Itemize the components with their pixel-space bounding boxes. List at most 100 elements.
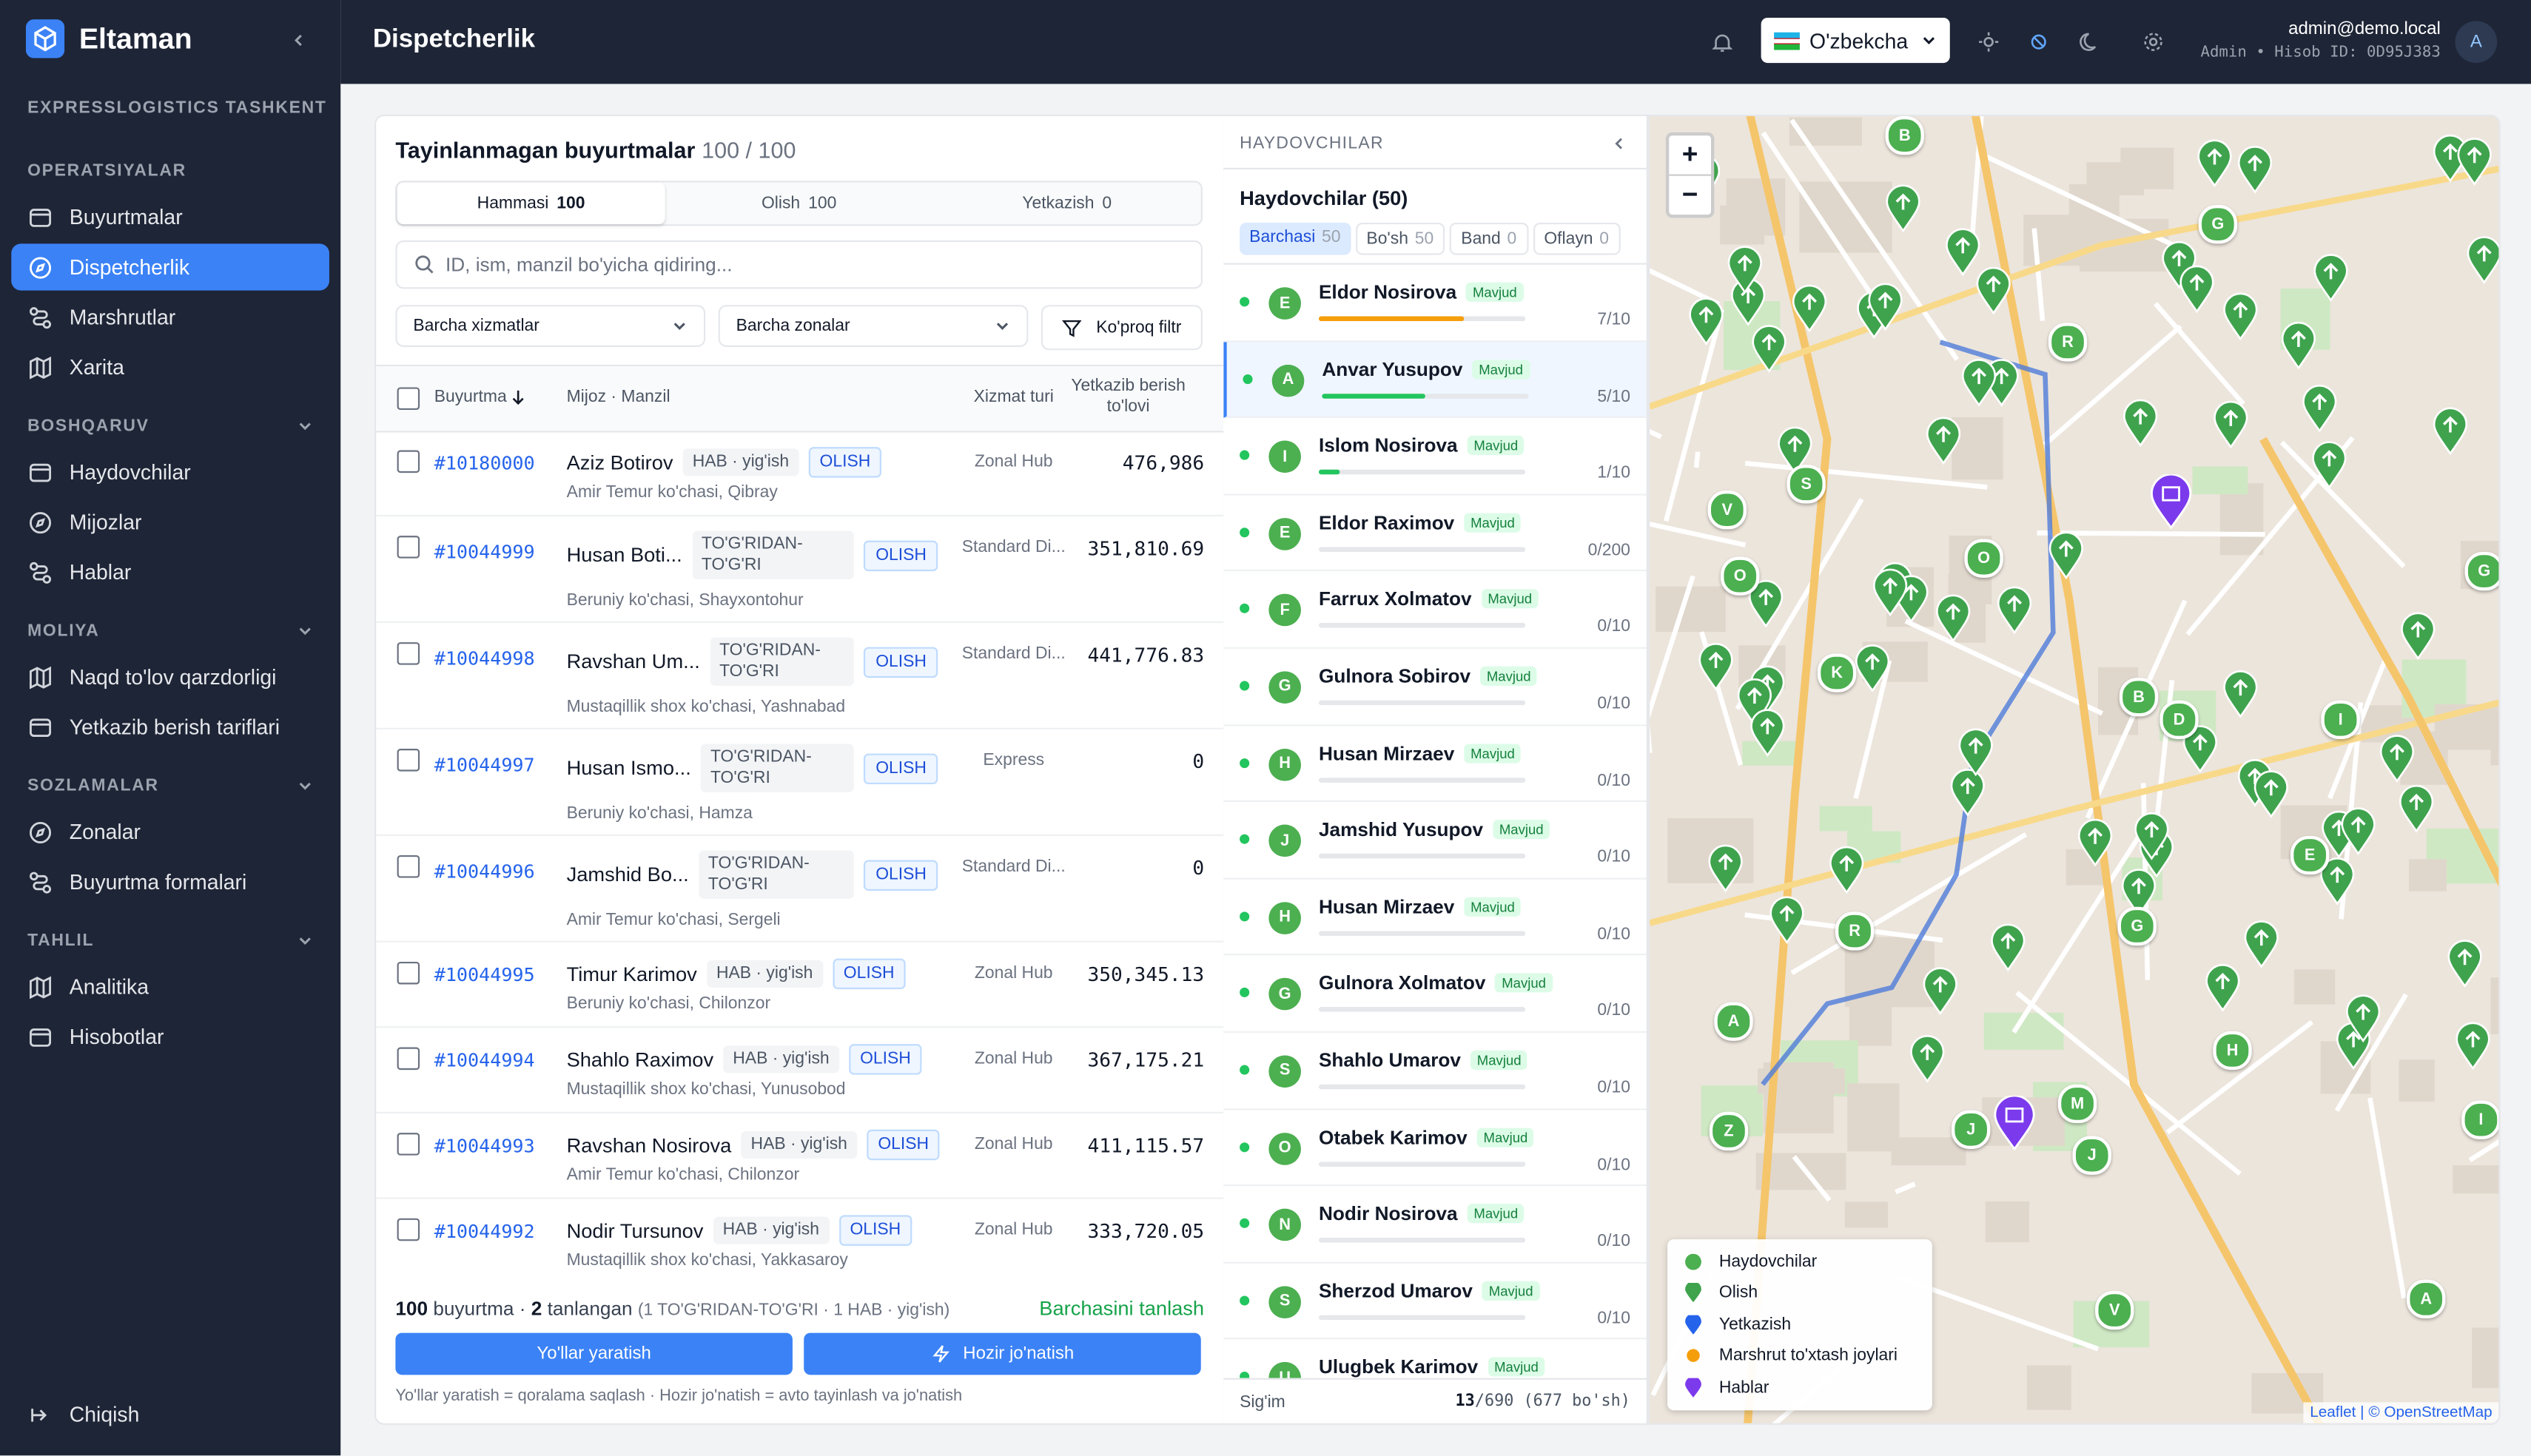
driver-marker[interactable]: K — [1817, 653, 1857, 692]
order-id[interactable]: #10044999 — [434, 540, 535, 564]
order-id[interactable]: #10044994 — [434, 1048, 535, 1072]
order-id[interactable]: #10044997 — [434, 753, 535, 777]
driver-marker[interactable]: A — [2407, 1279, 2446, 1318]
driver-marker[interactable]: I — [2321, 700, 2360, 739]
driver-marker[interactable]: R — [1835, 911, 1875, 951]
order-row[interactable]: #10044998 Ravshan Um... TO'G'RIDAN-TO'G'RI… — [376, 623, 1224, 729]
nav-item[interactable]: Zonalar — [11, 809, 329, 855]
driver-row[interactable]: E Eldor Raximov Mavjud 0/200 — [1223, 495, 1647, 572]
driver-marker[interactable]: B — [1885, 116, 1924, 155]
avatar[interactable]: A — [2455, 21, 2498, 64]
driver-filter[interactable]: Oflayn 0 — [1533, 222, 1621, 255]
tab[interactable]: Hammasi 100 — [397, 182, 665, 225]
action-button[interactable]: Hozir jo'natish — [804, 1332, 1201, 1375]
order-id[interactable]: #10044993 — [434, 1134, 535, 1157]
nav-item[interactable]: Mijozlar — [11, 499, 329, 545]
driver-row[interactable]: H Husan Mirzaev Mavjud 0/10 — [1223, 879, 1647, 956]
driver-marker[interactable]: V — [1707, 491, 1747, 530]
driver-marker[interactable]: G — [2117, 906, 2157, 946]
more-filters[interactable]: Ko'proq filtr — [1041, 305, 1203, 351]
checkbox[interactable] — [397, 1133, 420, 1156]
checkbox[interactable] — [397, 855, 420, 878]
order-row[interactable]: #10044993 Ravshan Nosirova HAB · yig'ish OL… — [376, 1113, 1224, 1199]
toolbar-icon[interactable] — [2079, 30, 2102, 53]
driver-row[interactable]: J Jamshid Yusupov Mavjud 0/10 — [1223, 802, 1647, 880]
nav-item[interactable]: Xarita — [11, 344, 329, 391]
driver-marker[interactable]: O — [1721, 556, 1760, 596]
nav-item[interactable]: Yetkazib berish tariflari — [11, 704, 329, 750]
driver-marker[interactable]: B — [2119, 678, 2159, 717]
order-id[interactable]: #10044998 — [434, 647, 535, 670]
checkbox[interactable] — [397, 536, 420, 559]
driver-marker[interactable]: O — [1964, 539, 2003, 578]
nav-item[interactable]: Naqd to'lov qarzdorligi — [11, 653, 329, 700]
language-select[interactable]: O'zbekcha — [1761, 17, 1950, 64]
checkbox[interactable] — [397, 387, 420, 411]
zoom-in[interactable]: + — [1669, 135, 1711, 176]
driver-row[interactable]: F Farrux Xolmatov Mavjud 0/10 — [1223, 572, 1647, 649]
toolbar-icon[interactable] — [1977, 30, 2000, 53]
action-button[interactable]: Yo'llar yaratish — [395, 1332, 793, 1375]
order-row[interactable]: #10044995 Timur Karimov HAB · yig'ish OLISH… — [376, 943, 1224, 1028]
select-all[interactable]: Barchasini tanlash — [1039, 1297, 1205, 1321]
driver-marker[interactable]: J — [2072, 1136, 2111, 1175]
driver-row[interactable]: H Husan Mirzaev Mavjud 0/10 — [1223, 726, 1647, 803]
nav-item[interactable]: Dispetcherlik — [11, 243, 329, 291]
order-id[interactable]: #10044995 — [434, 963, 535, 986]
driver-marker[interactable]: R — [2048, 323, 2088, 362]
nav-item[interactable]: Buyurtmalar — [11, 194, 329, 240]
driver-marker[interactable]: H — [2213, 1031, 2252, 1071]
tab[interactable]: Yetkazish 0 — [933, 182, 1201, 224]
checkbox[interactable] — [397, 1047, 420, 1071]
checkbox[interactable] — [397, 642, 420, 665]
order-row[interactable]: #10044996 Jamshid Bo... TO'G'RIDAN-TO'G'RI… — [376, 836, 1224, 943]
checkbox[interactable] — [397, 749, 420, 772]
nav-item[interactable]: Hablar — [11, 549, 329, 596]
driver-marker[interactable]: G — [2464, 551, 2499, 591]
driver-row[interactable]: G Gulnora Sobirov Mavjud 0/10 — [1223, 649, 1647, 726]
nav-item[interactable]: Buyurtma formalari — [11, 858, 329, 905]
checkbox[interactable] — [397, 450, 420, 473]
driver-row[interactable]: N Nodir Nosirova Mavjud 0/10 — [1223, 1186, 1647, 1264]
driver-row[interactable]: S Shahlo Umarov Mavjud 0/10 — [1223, 1033, 1647, 1110]
driver-marker[interactable]: E — [2290, 835, 2330, 875]
driver-filter[interactable]: Barchasi 50 — [1240, 222, 1351, 255]
nav-item[interactable]: Haydovchilar — [11, 448, 329, 495]
checkbox[interactable] — [397, 961, 420, 985]
order-row[interactable]: #10044994 Shahlo Raximov HAB · yig'ish OLIS… — [376, 1028, 1224, 1113]
driver-marker[interactable]: D — [2159, 700, 2199, 739]
driver-row[interactable]: I Islom Nosirova Mavjud 1/10 — [1223, 418, 1647, 496]
driver-marker[interactable]: G — [2198, 205, 2238, 244]
logout[interactable]: Chiqish — [11, 1391, 334, 1438]
driver-row[interactable]: S Sherzod Umarov Mavjud 0/10 — [1223, 1263, 1647, 1341]
order-row[interactable]: #10044992 Nodir Tursunov HAB · yig'ish OLIS… — [376, 1199, 1223, 1278]
driver-marker[interactable]: I — [2461, 1100, 2499, 1139]
driver-marker[interactable]: A — [1714, 1002, 1753, 1041]
order-id[interactable]: #10044996 — [434, 860, 535, 883]
filter-select[interactable]: Barcha xizmatlar — [395, 305, 706, 347]
order-id[interactable]: #10044992 — [434, 1219, 535, 1243]
nav-item[interactable]: Marshrutlar — [11, 294, 329, 340]
toolbar-icon[interactable] — [2027, 30, 2050, 53]
order-row[interactable]: #10044997 Husan Ismo... TO'G'RIDAN-TO'G'RI… — [376, 729, 1224, 836]
nav-item[interactable]: Analitika — [11, 963, 329, 1010]
collapse-sidebar[interactable] — [291, 33, 307, 49]
driver-marker[interactable]: V — [2095, 1290, 2134, 1330]
driver-row[interactable]: E Eldor Nosirova Mavjud 7/10 — [1223, 265, 1647, 342]
order-row[interactable]: #10180000 Aziz Botirov HAB · yig'ish OLISH A… — [376, 431, 1224, 516]
order-row[interactable]: #10044999 Husan Boti... TO'G'RIDAN-TO'G'RI… — [376, 516, 1224, 623]
order-id[interactable]: #10180000 — [434, 451, 535, 475]
driver-row[interactable]: G Gulnora Xolmatov Mavjud 0/10 — [1223, 956, 1647, 1033]
driver-marker[interactable]: S — [1787, 465, 1826, 504]
driver-filter[interactable]: Bo'sh 50 — [1355, 222, 1445, 255]
zoom-out[interactable]: − — [1681, 179, 1698, 210]
driver-row[interactable]: A Anvar Yusupov Mavjud 5/10 — [1223, 341, 1647, 419]
driver-row[interactable]: O Otabek Karimov Mavjud 0/10 — [1223, 1110, 1647, 1187]
driver-marker[interactable]: M — [2057, 1084, 2097, 1124]
driver-marker[interactable]: J — [1951, 1110, 1991, 1149]
toolbar-icon[interactable] — [2142, 30, 2165, 53]
filter-select[interactable]: Barcha zonalar — [718, 305, 1029, 347]
driver-filter[interactable]: Band 0 — [1450, 222, 1528, 255]
checkbox[interactable] — [397, 1218, 420, 1241]
